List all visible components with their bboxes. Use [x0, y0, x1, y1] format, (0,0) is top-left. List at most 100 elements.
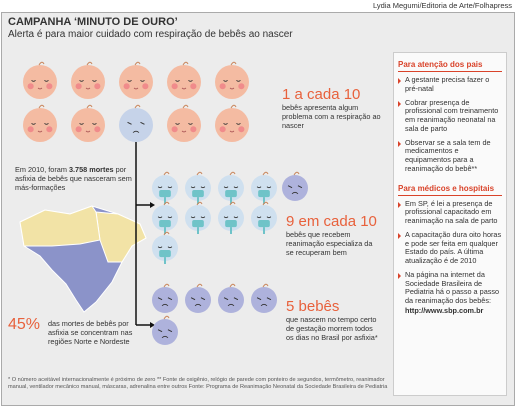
baby-face: [251, 201, 277, 234]
hair: [293, 171, 300, 176]
eye: [287, 185, 293, 189]
hair: [38, 104, 45, 109]
face: [218, 175, 244, 201]
baby-face: [167, 61, 201, 99]
face: [23, 65, 57, 99]
cheek: [142, 83, 149, 90]
eye: [233, 216, 239, 219]
face: [218, 287, 244, 313]
baby-face: [185, 283, 211, 313]
hair: [229, 171, 236, 176]
cheek: [75, 126, 82, 133]
cheek: [27, 126, 34, 133]
eye: [175, 80, 180, 82]
face: [152, 175, 178, 201]
hair: [182, 104, 189, 109]
eye: [157, 216, 163, 219]
bullet: [398, 78, 401, 84]
cheek: [171, 83, 178, 90]
hair: [182, 61, 189, 66]
hair: [163, 201, 170, 206]
item-text: Observar se a sala tem de medicamentos e…: [405, 137, 491, 173]
eye: [200, 216, 206, 219]
stat-text: bebês que recebem reanimação especializa…: [286, 230, 373, 257]
list-item: Na página na internet da Sociedade Brasi…: [398, 269, 502, 306]
headline: 5 bebês: [286, 298, 340, 315]
subtitle: Alerta é para maior cuidado com respiraç…: [8, 29, 293, 40]
arrow-head: [150, 322, 155, 328]
mouth: [227, 303, 235, 307]
baby-face: [167, 104, 201, 142]
eye: [167, 246, 173, 249]
eye: [190, 216, 196, 219]
hair: [163, 231, 170, 236]
eye: [175, 123, 180, 125]
hair: [38, 61, 45, 66]
arrow-head: [150, 202, 155, 208]
url[interactable]: http://www.sbp.com.br: [405, 305, 484, 315]
eye: [233, 186, 239, 189]
mouth: [132, 130, 140, 133]
map-region: [19, 205, 101, 247]
eye: [167, 329, 173, 333]
face: [218, 205, 244, 231]
baby-face: [71, 104, 105, 142]
illustration: [19, 61, 308, 345]
face: [251, 205, 277, 231]
eye: [167, 216, 173, 219]
face: [152, 319, 178, 345]
bullet: [398, 140, 401, 147]
face: [23, 108, 57, 142]
baby-face: [23, 61, 57, 99]
eye: [256, 186, 262, 189]
sidebar-title: Para médicos e hospitais: [398, 184, 502, 196]
eye: [266, 186, 272, 189]
hair: [86, 104, 93, 109]
eye: [79, 123, 84, 125]
eye: [188, 123, 193, 125]
eye: [79, 80, 84, 82]
text: por asfixia de bebês que nasceram sem má…: [15, 165, 132, 192]
hair: [230, 61, 237, 66]
list-item: Observar se a sala tem de medicamentos e…: [398, 137, 502, 174]
face: [167, 65, 201, 99]
hair: [229, 283, 236, 288]
cheek: [27, 83, 34, 90]
item-text: Na página na internet da Sociedade Brasi…: [405, 269, 500, 305]
baby-face: [218, 201, 244, 234]
eye: [266, 216, 272, 219]
cheek: [171, 126, 178, 133]
bullet: [398, 272, 401, 279]
mouth: [37, 87, 43, 90]
hair: [230, 104, 237, 109]
eye: [256, 297, 262, 301]
list-item: Cobrar presença de profissional com trei…: [398, 98, 502, 134]
mask: [159, 189, 171, 198]
hair: [163, 283, 170, 288]
cheek: [238, 126, 245, 133]
eye: [223, 216, 229, 219]
eye: [167, 186, 173, 189]
face: [251, 287, 277, 313]
hair: [196, 283, 203, 288]
credit: Lydia Megumi/Editoria de Arte/Folhapress: [373, 1, 512, 10]
hair: [262, 171, 269, 176]
baby-face: [215, 104, 249, 142]
hair: [163, 315, 170, 320]
cheek: [190, 83, 197, 90]
text: Em 2010, foram: [15, 165, 67, 174]
hair: [163, 171, 170, 176]
face: [152, 205, 178, 231]
eye: [31, 80, 36, 82]
eye: [223, 80, 228, 82]
eye: [188, 80, 193, 82]
regions-text: das mortes de bebês por asfixia se conce…: [48, 319, 133, 346]
eye: [140, 80, 145, 82]
eye: [297, 185, 303, 189]
cheek: [219, 83, 226, 90]
eye: [31, 123, 36, 125]
cheek: [75, 83, 82, 90]
bullet: [398, 201, 401, 208]
eye: [127, 80, 132, 82]
face: [185, 175, 211, 201]
